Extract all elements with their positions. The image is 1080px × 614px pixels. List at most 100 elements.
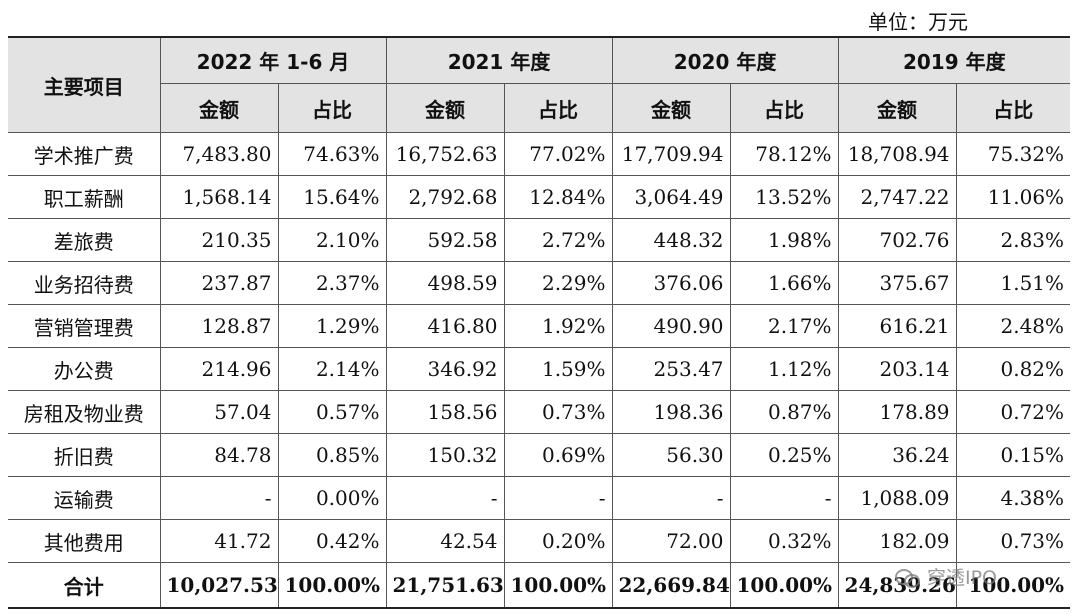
amount-cell: 416.80: [385, 304, 505, 348]
header-row-sub: 金额 占比 金额 占比 金额 占比 金额 占比: [8, 83, 1071, 133]
watermark: 穿透IPO: [895, 563, 997, 590]
row-label: 办公费: [8, 347, 161, 391]
header-item: 主要项目: [8, 36, 161, 133]
ratio-cell: 78.12%: [729, 132, 839, 176]
amount-cell: 214.96: [159, 347, 279, 391]
ratio-cell: 100.00%: [955, 562, 1071, 609]
ratio-cell: 0.87%: [729, 390, 839, 434]
ratio-cell: 77.02%: [503, 132, 613, 176]
amount-cell: 616.21: [837, 304, 957, 348]
ratio-cell: 12.84%: [503, 175, 613, 219]
amount-cell: 22,669.84: [611, 562, 731, 609]
amount-cell: 128.87: [159, 304, 279, 348]
row-label: 其他费用: [8, 519, 161, 563]
table-row: 运输费 -0.00% - - - -1,088.09 4.38%: [8, 476, 1071, 520]
ratio-cell: 1.29%: [277, 304, 387, 348]
amount-cell: 7,483.80: [159, 132, 279, 176]
amount-cell: 490.90: [611, 304, 731, 348]
ratio-cell: 0.69%: [503, 433, 613, 477]
amount-cell: 10,027.53: [159, 562, 279, 609]
row-label: 业务招待费: [8, 261, 161, 305]
amount-cell: 72.00: [611, 519, 731, 563]
table-row: 职工薪酬 1,568.14 15.64% 2,792.68 12.84% 3,064.49…: [8, 175, 1071, 219]
header-amount: 金额: [837, 83, 957, 133]
ratio-cell: 2.72%: [503, 218, 613, 262]
amount-cell: -: [611, 476, 731, 520]
ratio-cell: 13.52%: [729, 175, 839, 219]
ratio-cell: 100.00%: [277, 562, 387, 609]
ratio-cell: 100.00%: [729, 562, 839, 609]
amount-cell: 16,752.63: [385, 132, 505, 176]
amount-cell: 3,064.49: [611, 175, 731, 219]
amount-cell: 41.72: [159, 519, 279, 563]
amount-cell: 57.04: [159, 390, 279, 434]
table-row: 学术推广费 7,483.80 74.63% 16,752.63 77.02% 17,709…: [8, 132, 1071, 176]
amount-cell: 17,709.94: [611, 132, 731, 176]
amount-cell: 375.67: [837, 261, 957, 305]
amount-cell: 1,088.09: [837, 476, 957, 520]
ratio-cell: 2.83%: [955, 218, 1071, 262]
header-row-periods: 主要项目 2022 年 1-6 月 2021 年度 2020 年度 2019 年…: [8, 36, 1071, 133]
amount-cell: 592.58: [385, 218, 505, 262]
expense-table: 主要项目 2022 年 1-6 月 2021 年度 2020 年度 2019 年…: [8, 36, 1071, 609]
amount-cell: -: [385, 476, 505, 520]
ratio-cell: 1.51%: [955, 261, 1071, 305]
ratio-cell: 0.73%: [503, 390, 613, 434]
total-row: 合计 10,027.53 100.00% 21,751.63 100.00% 22,669…: [8, 562, 1071, 609]
ratio-cell: -: [729, 476, 839, 520]
row-label: 合计: [8, 562, 161, 609]
table-row: 办公费 214.96 2.14% 346.92 1.59% 253.47 1.12% 203.…: [8, 347, 1071, 391]
ratio-cell: 74.63%: [277, 132, 387, 176]
ratio-cell: 0.20%: [503, 519, 613, 563]
header-period: 2020 年度: [611, 36, 839, 84]
ratio-cell: 1.66%: [729, 261, 839, 305]
ratio-cell: 1.12%: [729, 347, 839, 391]
header-period: 2019 年度: [837, 36, 1071, 84]
amount-cell: 702.76: [837, 218, 957, 262]
ratio-cell: 0.85%: [277, 433, 387, 477]
table-row: 折旧费 84.78 0.85% 150.32 0.69% 56.30 0.25% 36.24 0…: [8, 433, 1071, 477]
amount-cell: 182.09: [837, 519, 957, 563]
ratio-cell: 1.92%: [503, 304, 613, 348]
ratio-cell: 2.14%: [277, 347, 387, 391]
amount-cell: -: [159, 476, 279, 520]
table-row: 营销管理费 128.87 1.29% 416.80 1.92% 490.90 2.17% 61…: [8, 304, 1071, 348]
ratio-cell: 0.73%: [955, 519, 1071, 563]
unit-label: 单位：万元: [868, 10, 968, 34]
amount-cell: 178.89: [837, 390, 957, 434]
amount-cell: 36.24: [837, 433, 957, 477]
row-label: 房租及物业费: [8, 390, 161, 434]
table-row: 房租及物业费 57.04 0.57% 158.56 0.73% 198.36 0.87% 17…: [8, 390, 1071, 434]
ratio-cell: 2.29%: [503, 261, 613, 305]
ratio-cell: 4.38%: [955, 476, 1071, 520]
watermark-text: 穿透IPO: [927, 567, 998, 589]
amount-cell: 84.78: [159, 433, 279, 477]
amount-cell: 498.59: [385, 261, 505, 305]
table-row: 其他费用 41.72 0.42% 42.54 0.20% 72.00 0.32% 182.09…: [8, 519, 1071, 563]
table-row: 差旅费 210.35 2.10% 592.58 2.72% 448.32 1.98% 702.…: [8, 218, 1071, 262]
ratio-cell: 2.10%: [277, 218, 387, 262]
amount-cell: 56.30: [611, 433, 731, 477]
ratio-cell: -: [503, 476, 613, 520]
amount-cell: 2,747.22: [837, 175, 957, 219]
row-label: 运输费: [8, 476, 161, 520]
amount-cell: 237.87: [159, 261, 279, 305]
amount-cell: 346.92: [385, 347, 505, 391]
amount-cell: 2,792.68: [385, 175, 505, 219]
ratio-cell: 11.06%: [955, 175, 1071, 219]
ratio-cell: 100.00%: [503, 562, 613, 609]
ratio-cell: 0.00%: [277, 476, 387, 520]
row-label: 折旧费: [8, 433, 161, 477]
amount-cell: 42.54: [385, 519, 505, 563]
ratio-cell: 0.25%: [729, 433, 839, 477]
ratio-cell: 0.42%: [277, 519, 387, 563]
ratio-cell: 2.37%: [277, 261, 387, 305]
amount-cell: 203.14: [837, 347, 957, 391]
amount-cell: 253.47: [611, 347, 731, 391]
header-period: 2021 年度: [385, 36, 613, 84]
ratio-cell: 0.72%: [955, 390, 1071, 434]
amount-cell: 18,708.94: [837, 132, 957, 176]
ratio-cell: 2.17%: [729, 304, 839, 348]
header-ratio: 占比: [503, 83, 613, 133]
header-ratio: 占比: [277, 83, 387, 133]
